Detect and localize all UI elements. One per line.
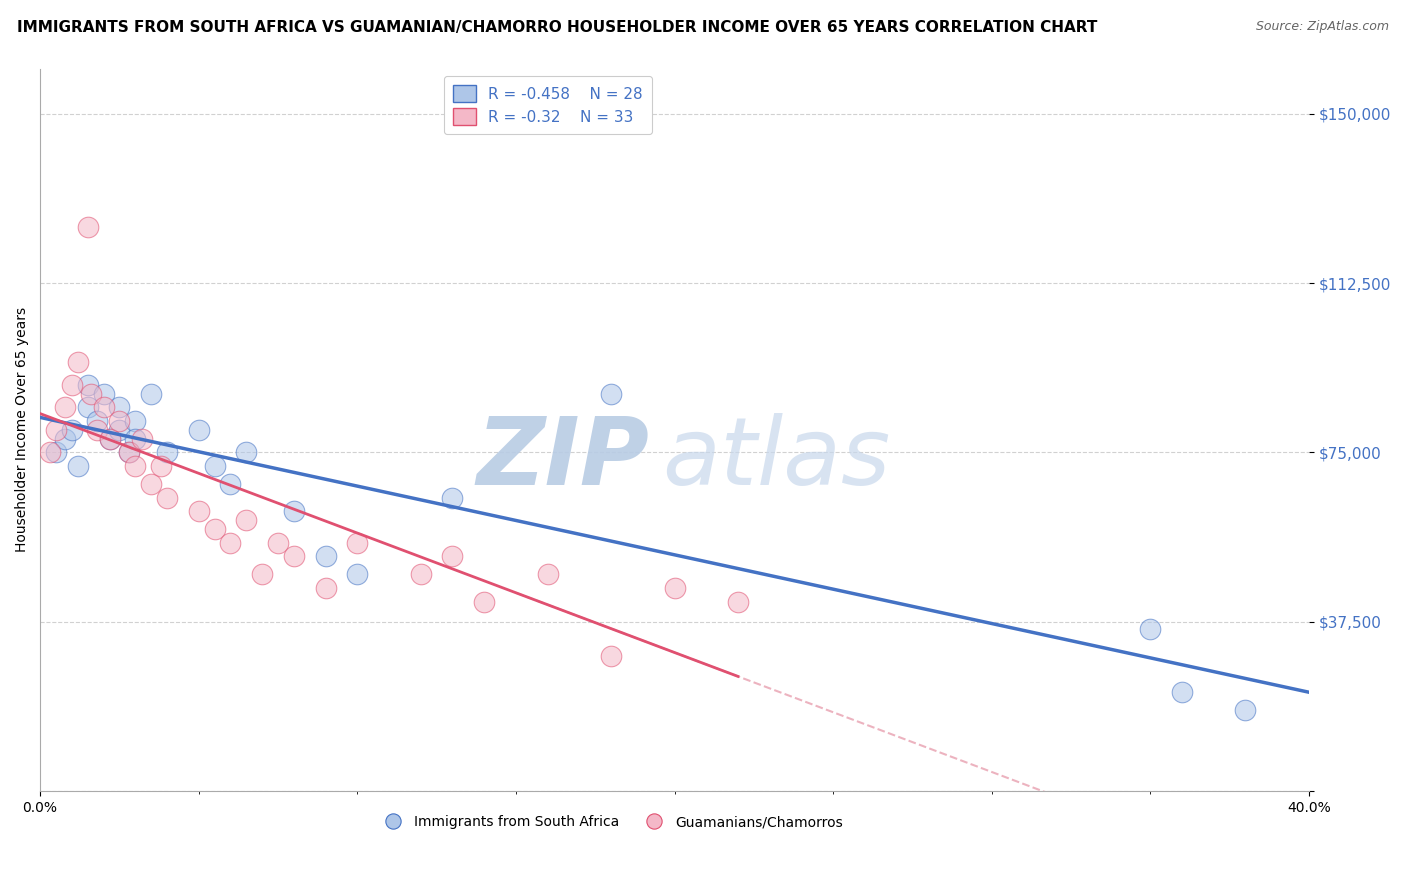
Point [76,219,98,234]
Point [55,432,77,446]
Point [124,432,146,446]
Point [98,432,121,446]
Point [1234,703,1257,717]
Point [346,536,368,550]
Point [441,491,464,505]
Point [536,567,558,582]
Point [156,445,179,459]
Point [108,401,131,415]
Point [1139,622,1161,636]
Point [93,386,115,401]
Point [204,458,226,473]
Point [409,567,432,582]
Text: IMMIGRANTS FROM SOUTH AFRICA VS GUAMANIAN/CHAMORRO HOUSEHOLDER INCOME OVER 65 YE: IMMIGRANTS FROM SOUTH AFRICA VS GUAMANIA… [17,20,1097,35]
Point [45,423,67,437]
Point [45,445,67,459]
Legend: Immigrants from South Africa, Guamanians/Chamorros: Immigrants from South Africa, Guamanians… [374,810,848,835]
Point [131,432,153,446]
Point [38,445,60,459]
Point [60,423,83,437]
Point [60,377,83,392]
Point [187,423,209,437]
Point [139,386,162,401]
Point [80,386,103,401]
Point [235,513,257,527]
Point [108,423,131,437]
Point [315,581,337,595]
Point [93,401,115,415]
Point [441,549,464,564]
Point [187,504,209,518]
Point [98,432,121,446]
Point [250,567,273,582]
Point [600,386,623,401]
Point [235,445,257,459]
Point [118,445,141,459]
Point [600,648,623,663]
Point [124,414,146,428]
Point [86,414,108,428]
Point [283,549,305,564]
Point [204,522,226,536]
Point [346,567,368,582]
Y-axis label: Householder Income Over 65 years: Householder Income Over 65 years [15,308,30,552]
Point [727,594,749,608]
Point [1171,685,1194,699]
Point [67,458,90,473]
Point [55,401,77,415]
Point [124,458,146,473]
Point [472,594,495,608]
Text: ZIP: ZIP [477,413,650,505]
Point [149,458,172,473]
Point [156,491,179,505]
Point [315,549,337,564]
Text: Source: ZipAtlas.com: Source: ZipAtlas.com [1256,20,1389,33]
Point [76,401,98,415]
Point [108,414,131,428]
Point [219,477,242,491]
Point [76,377,98,392]
Point [267,536,290,550]
Text: atlas: atlas [662,413,890,504]
Point [86,423,108,437]
Point [283,504,305,518]
Point [67,355,90,369]
Point [139,477,162,491]
Point [219,536,242,550]
Point [664,581,686,595]
Point [118,445,141,459]
